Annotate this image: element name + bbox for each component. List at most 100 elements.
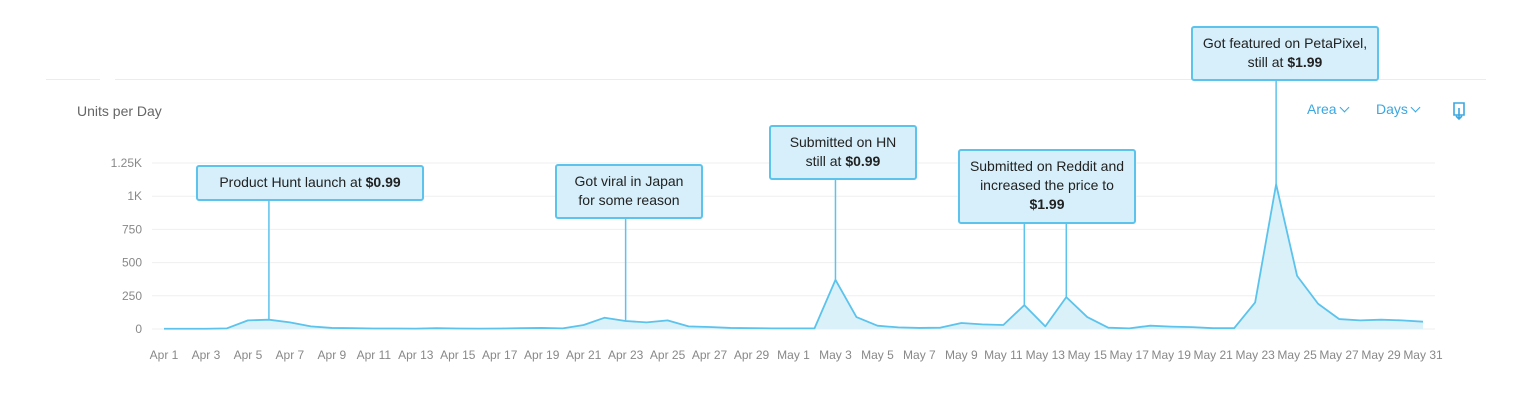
- data-point[interactable]: [326, 322, 338, 334]
- x-tick-label: May 19: [1152, 348, 1192, 362]
- x-tick-label: Apr 19: [524, 348, 560, 362]
- data-point[interactable]: [557, 322, 569, 334]
- data-point[interactable]: [368, 322, 380, 334]
- data-point[interactable]: [850, 311, 862, 323]
- data-point[interactable]: [1207, 322, 1219, 334]
- x-tick-label: Apr 23: [608, 348, 644, 362]
- data-point[interactable]: [431, 322, 443, 334]
- data-point[interactable]: [788, 322, 800, 334]
- data-point[interactable]: [725, 322, 737, 334]
- data-point[interactable]: [1123, 322, 1135, 334]
- x-tick-label: Apr 3: [192, 348, 221, 362]
- data-point[interactable]: [1291, 270, 1303, 282]
- annotation-callout: Got featured on PetaPixel, still at $1.9…: [1191, 26, 1379, 81]
- x-tick-label: Apr 27: [692, 348, 728, 362]
- x-tick-label: Apr 1: [150, 348, 179, 362]
- data-point[interactable]: [976, 318, 988, 330]
- annotation-text: Got featured on PetaPixel, still at: [1202, 35, 1368, 70]
- annotation-price: $0.99: [845, 153, 881, 169]
- chart-y-title: Units per Day: [77, 103, 162, 119]
- data-point[interactable]: [1396, 314, 1408, 326]
- data-point[interactable]: [221, 322, 233, 334]
- data-point[interactable]: [1039, 320, 1051, 332]
- x-tick-label: May 11: [984, 348, 1023, 362]
- y-tick-label: 1.25K: [111, 156, 142, 170]
- data-point[interactable]: [955, 317, 967, 329]
- data-point[interactable]: [1249, 296, 1261, 308]
- data-point[interactable]: [158, 323, 170, 335]
- data-point[interactable]: [1165, 321, 1177, 333]
- data-point[interactable]: [1312, 298, 1324, 310]
- x-tick-label: May 13: [1026, 348, 1066, 362]
- data-point[interactable]: [473, 323, 485, 335]
- annotation-price: $0.99: [365, 174, 401, 190]
- data-point[interactable]: [200, 323, 212, 335]
- data-point[interactable]: [1228, 322, 1240, 334]
- x-tick-label: May 29: [1361, 348, 1401, 362]
- data-point[interactable]: [284, 316, 296, 328]
- data-point[interactable]: [599, 312, 611, 324]
- annotation-price: $1.99: [1029, 196, 1065, 212]
- data-point[interactable]: [1081, 311, 1093, 323]
- data-point[interactable]: [997, 319, 1009, 331]
- data-point[interactable]: [536, 322, 548, 334]
- data-point[interactable]: [305, 320, 317, 332]
- annotation-price: $1.99: [1287, 54, 1323, 70]
- data-point[interactable]: [808, 322, 820, 334]
- x-tick-label: May 25: [1277, 348, 1317, 362]
- chart-type-label: Area: [1307, 101, 1337, 117]
- data-point[interactable]: [1354, 314, 1366, 326]
- data-point[interactable]: [452, 322, 464, 334]
- data-point[interactable]: [389, 322, 401, 334]
- data-point[interactable]: [1333, 313, 1345, 325]
- top-divider-left: [46, 79, 100, 80]
- x-tick-label: Apr 13: [398, 348, 434, 362]
- x-tick-label: May 7: [903, 348, 936, 362]
- data-point[interactable]: [1186, 321, 1198, 333]
- data-point[interactable]: [179, 323, 191, 335]
- x-tick-label: May 9: [945, 348, 978, 362]
- data-point[interactable]: [892, 321, 904, 333]
- time-granularity-dropdown[interactable]: Days: [1376, 101, 1421, 117]
- annotation-callout: Got viral in Japan for some reason: [555, 164, 703, 219]
- data-point[interactable]: [347, 322, 359, 334]
- chart-type-dropdown[interactable]: Area: [1307, 101, 1350, 117]
- x-tick-label: Apr 21: [566, 348, 602, 362]
- x-tick-label: May 15: [1068, 348, 1108, 362]
- data-point[interactable]: [515, 322, 527, 334]
- x-tick-label: May 23: [1235, 348, 1275, 362]
- x-tick-label: May 5: [861, 348, 894, 362]
- data-point[interactable]: [1102, 322, 1114, 334]
- time-granularity-label: Days: [1376, 101, 1408, 117]
- data-point[interactable]: [1144, 320, 1156, 332]
- data-point[interactable]: [871, 320, 883, 332]
- data-point[interactable]: [410, 323, 422, 335]
- x-tick-label: Apr 7: [276, 348, 305, 362]
- x-tick-label: Apr 11: [357, 348, 392, 362]
- y-tick-label: 1K: [127, 189, 142, 203]
- data-point[interactable]: [494, 322, 506, 334]
- data-point[interactable]: [767, 322, 779, 334]
- y-tick-label: 750: [122, 222, 142, 236]
- y-tick-label: 250: [122, 289, 142, 303]
- data-point[interactable]: [704, 321, 716, 333]
- data-point[interactable]: [913, 322, 925, 334]
- data-point[interactable]: [242, 314, 254, 326]
- data-point[interactable]: [1375, 314, 1387, 326]
- x-tick-label: Apr 9: [318, 348, 347, 362]
- data-point[interactable]: [934, 322, 946, 334]
- data-point[interactable]: [746, 322, 758, 334]
- data-point[interactable]: [683, 320, 695, 332]
- x-tick-label: May 17: [1110, 348, 1150, 362]
- x-tick-label: May 3: [819, 348, 852, 362]
- download-icon[interactable]: [1450, 101, 1468, 121]
- x-tick-label: Apr 29: [734, 348, 770, 362]
- data-point[interactable]: [578, 319, 590, 331]
- top-divider-right: [115, 79, 1486, 80]
- data-point[interactable]: [641, 316, 653, 328]
- x-tick-label: Apr 17: [482, 348, 518, 362]
- x-tick-label: May 27: [1319, 348, 1359, 362]
- data-point[interactable]: [1417, 316, 1429, 328]
- data-point[interactable]: [662, 314, 674, 326]
